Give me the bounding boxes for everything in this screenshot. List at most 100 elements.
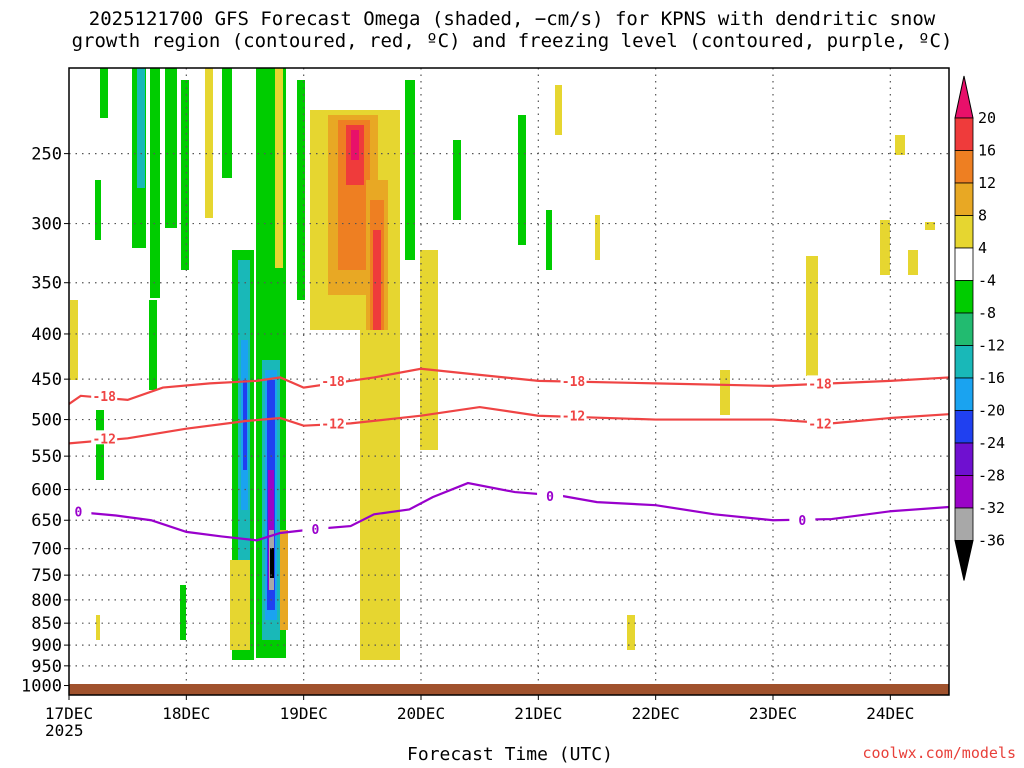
- shade-patch: [181, 80, 189, 270]
- contour-label: -12: [808, 417, 831, 432]
- shade-patch: [453, 140, 461, 220]
- colorbar-label: 20: [978, 109, 996, 127]
- shade-patch: [95, 180, 101, 240]
- colorbar-label: 4: [978, 239, 987, 257]
- y-tick-label: 550: [31, 447, 62, 467]
- y-tick-label: 650: [31, 511, 62, 531]
- shade-patch: [555, 85, 562, 135]
- contour-label-bg: [560, 372, 587, 387]
- shade-patch: [595, 215, 600, 260]
- contour-label: 0: [74, 505, 82, 520]
- shade-patch: [230, 560, 250, 650]
- y-tick-label: 400: [31, 325, 62, 345]
- colorbar-label: -32: [978, 499, 1005, 517]
- contour-label: -18: [808, 377, 832, 392]
- x-tick-label: 17DEC: [45, 704, 93, 723]
- colorbar-swatch: [954, 182, 974, 216]
- terrain-strip: [69, 684, 949, 695]
- shade-patch: [627, 615, 635, 650]
- shade-patch: [280, 530, 288, 630]
- shade-patch: [270, 548, 274, 578]
- x-tick-label: 21DEC: [514, 704, 562, 723]
- pressure-axis: 2503003504004505005506006507007508008509…: [21, 145, 69, 697]
- contour-label-bg: [560, 407, 587, 422]
- colorbar-swatch: [954, 247, 974, 281]
- title-line-1: 2025121700 GFS Forecast Omega (shaded, −…: [88, 8, 936, 30]
- shade-patch: [420, 250, 438, 450]
- credit-text: coolwx.com/models: [862, 744, 1016, 762]
- shade-patch: [96, 615, 100, 640]
- contour-label-bg: [302, 520, 329, 535]
- contour-lines: -18 -18 -18 -18 -12 -12 -12 -12 0 0 0 0: [69, 367, 949, 542]
- colorbar-label: -8: [978, 304, 996, 322]
- colorbar-label: 16: [978, 142, 996, 160]
- shade-patch: [518, 115, 526, 245]
- y-tick-label: 950: [31, 657, 62, 677]
- colorbar-label: -20: [978, 402, 1005, 420]
- y-tick-label: 700: [31, 540, 62, 560]
- shade-patch: [925, 222, 935, 230]
- shade-patch: [100, 68, 108, 118]
- contour-label: 0: [311, 523, 319, 538]
- shade-patch: [908, 250, 918, 275]
- shade-patch: [149, 300, 157, 390]
- colorbar-swatch: [954, 280, 974, 314]
- contour-label: 0: [798, 514, 806, 529]
- colorbar-bottom-arrow: [954, 540, 974, 581]
- x-tick-label: 22DEC: [632, 704, 680, 723]
- contour-label-bg: [69, 503, 92, 518]
- contour-label: 0: [546, 490, 554, 505]
- x-year-label: 2025: [45, 721, 84, 740]
- y-tick-label: 250: [31, 145, 62, 165]
- x-tick-label: 19DEC: [280, 704, 328, 723]
- shade-patch: [180, 585, 186, 640]
- x-axis-title: Forecast Time (UTC): [407, 744, 613, 765]
- y-tick-label: 900: [31, 636, 62, 656]
- contour-label-bg: [320, 415, 346, 430]
- colorbar-top-arrow: [954, 75, 974, 119]
- shade-patch: [880, 220, 890, 275]
- shade-patch: [70, 300, 78, 380]
- contour-line: [69, 481, 949, 542]
- y-tick-label: 450: [31, 370, 62, 390]
- shade-patch: [405, 80, 415, 260]
- colorbar: 20 16 12 8 4 -4 -8 -12 -16 -20 -24 -28 -32 -36: [954, 75, 1005, 581]
- colorbar-label: -4: [978, 272, 996, 290]
- plot-frame: [68, 67, 950, 696]
- y-tick-label: 800: [31, 591, 62, 611]
- colorbar-swatch: [954, 507, 974, 541]
- colorbar-swatch: [954, 410, 974, 444]
- contour-label-bg: [91, 387, 118, 402]
- contour-label: -18: [562, 375, 586, 390]
- colorbar-label: 8: [978, 207, 987, 225]
- y-tick-label: 350: [31, 274, 62, 294]
- colorbar-swatch: [954, 117, 974, 151]
- contour-label: -12: [92, 432, 115, 447]
- colorbar-label: 12: [978, 174, 996, 192]
- shade-patch: [165, 68, 177, 228]
- contour-label-bg: [91, 430, 118, 445]
- contour-label-bg: [320, 372, 346, 387]
- shade-patch: [275, 68, 283, 268]
- shade-patch: [205, 68, 213, 218]
- contour-label-bg: [789, 512, 816, 527]
- contour-label-bg: [537, 487, 564, 502]
- shade-patch: [137, 68, 145, 188]
- contour-label: -12: [562, 410, 585, 425]
- shade-patch: [806, 256, 818, 376]
- chart-title: 2025121700 GFS Forecast Omega (shaded, −…: [0, 8, 1024, 52]
- y-tick-label: 750: [31, 566, 62, 586]
- y-tick-label: 850: [31, 614, 62, 634]
- y-tick-label: 500: [31, 411, 62, 431]
- colorbar-label: -36: [978, 532, 1005, 550]
- y-tick-label: 600: [31, 481, 62, 501]
- x-tick-label: 20DEC: [397, 704, 445, 723]
- x-tick-label: 18DEC: [162, 704, 210, 723]
- contour-label: -18: [92, 390, 116, 405]
- shade-patch: [243, 380, 247, 470]
- shade-patch: [373, 230, 381, 340]
- colorbar-swatch: [954, 442, 974, 476]
- contour-line: [69, 405, 949, 445]
- shade-patch: [150, 68, 160, 298]
